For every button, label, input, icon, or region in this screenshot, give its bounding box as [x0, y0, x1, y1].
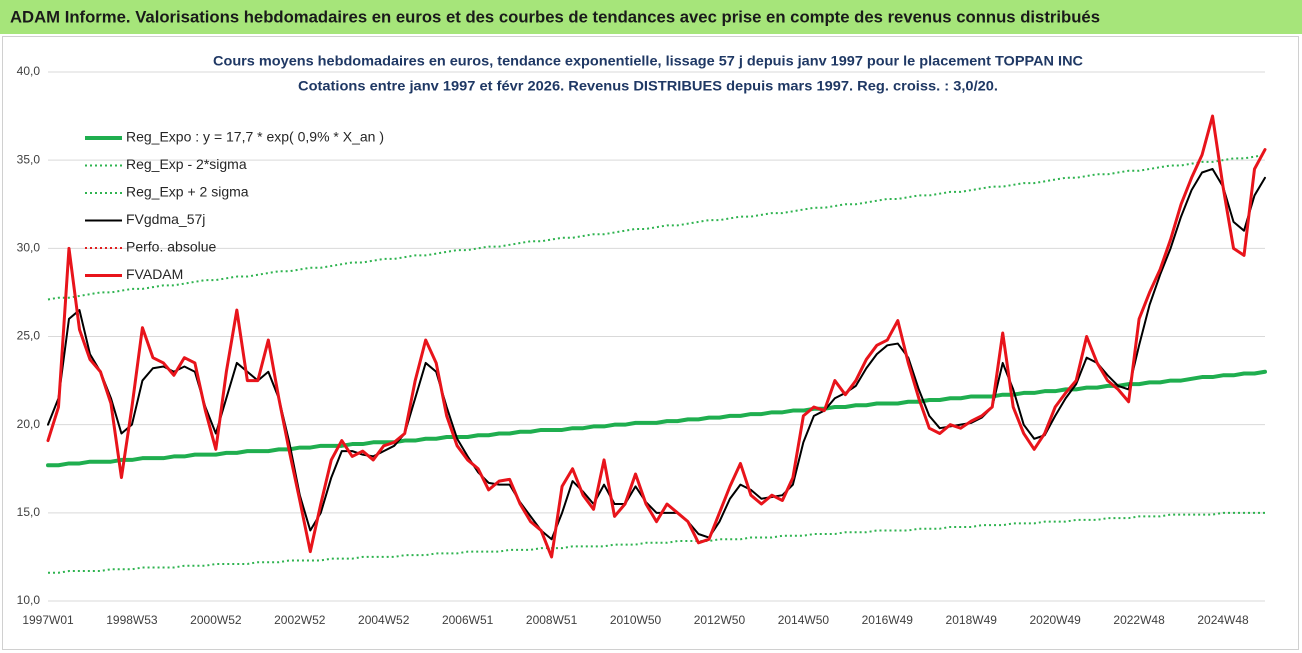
x-tick-label: 2006W51 — [442, 613, 494, 627]
legend-label: FVADAM — [126, 266, 183, 282]
legend-label: Reg_Expo : y = 17,7 * exp( 0,9% * X_an ) — [126, 129, 384, 145]
legend-label: Perfo. absolue — [126, 239, 216, 255]
x-tick-label: 2008W51 — [526, 613, 578, 627]
x-tick-label: 2004W52 — [358, 613, 410, 627]
x-tick-label: 1998W53 — [106, 613, 158, 627]
chart-frame — [2, 36, 1299, 650]
series-line — [46, 369, 1267, 468]
x-tick-label: 2022W48 — [1113, 613, 1165, 627]
x-tick-label: 2020W49 — [1029, 613, 1081, 627]
chart-subtitle: Cours moyens hebdomadaires en euros, ten… — [213, 53, 1083, 69]
legend-label: FVgdma_57j — [126, 211, 205, 227]
series-line — [47, 167, 1266, 541]
title-banner — [0, 0, 1302, 34]
x-tick-label: 2002W52 — [274, 613, 326, 627]
plot-area — [46, 114, 1267, 574]
chart-title: ADAM Informe. Valorisations hebdomadaire… — [10, 7, 1100, 26]
y-tick-label: 10,0 — [17, 593, 41, 607]
x-tick-label: 2010W50 — [610, 613, 662, 627]
y-tick-label: 25,0 — [17, 329, 41, 343]
y-tick-label: 35,0 — [17, 152, 41, 166]
legend: Reg_Expo : y = 17,7 * exp( 0,9% * X_an )… — [85, 129, 384, 282]
legend-label: Reg_Exp + 2 sigma — [126, 184, 249, 200]
x-tick-label: 2000W52 — [190, 613, 242, 627]
y-tick-label: 15,0 — [17, 505, 41, 519]
legend-label: Reg_Exp - 2*sigma — [126, 156, 247, 172]
x-tick-label: 2018W49 — [946, 613, 998, 627]
chart-subtitle: Cotations entre janv 1997 et févr 2026. … — [298, 78, 998, 94]
x-tick-label: 2014W50 — [778, 613, 830, 627]
x-tick-label: 2012W50 — [694, 613, 746, 627]
x-tick-label: 2024W48 — [1197, 613, 1249, 627]
x-tick-label: 1997W01 — [22, 613, 74, 627]
series-line — [48, 511, 1265, 574]
x-tick-label: 2016W49 — [862, 613, 914, 627]
y-tick-label: 20,0 — [17, 417, 41, 431]
y-tick-label: 30,0 — [17, 241, 41, 255]
y-tick-label: 40,0 — [17, 64, 41, 78]
series-line — [46, 114, 1267, 559]
